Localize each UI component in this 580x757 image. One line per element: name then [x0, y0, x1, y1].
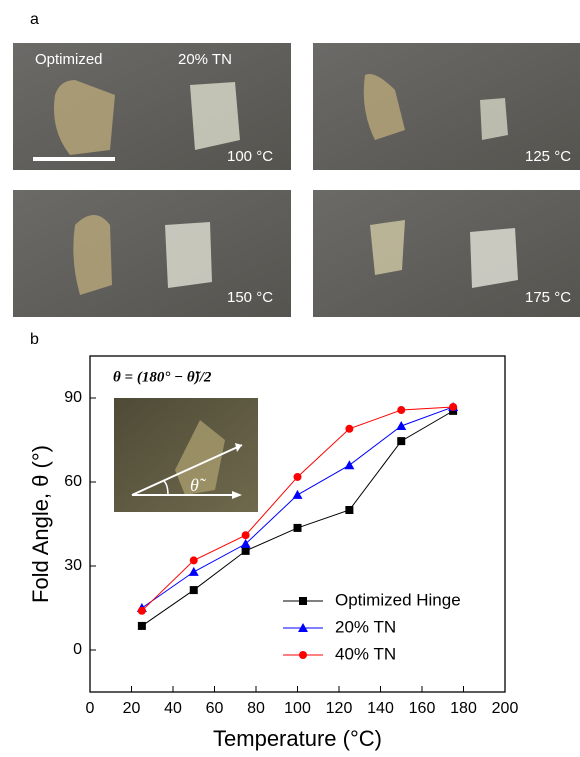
marker	[397, 406, 405, 414]
x-tick-label: 80	[247, 700, 265, 717]
page: a Optimized 20% TN 100 °C 125 °C 150 °C …	[0, 0, 580, 757]
x-tick-label: 60	[206, 700, 224, 717]
y-tick-label: 0	[73, 641, 82, 658]
x-tick-label: 0	[86, 700, 95, 717]
inset-photo	[114, 398, 258, 512]
marker	[190, 556, 198, 564]
x-tick-label: 100	[284, 700, 311, 717]
marker	[242, 531, 250, 539]
x-tick-label: 200	[492, 700, 519, 717]
marker	[242, 547, 250, 555]
x-tick-label: 160	[409, 700, 436, 717]
marker	[189, 567, 199, 576]
photo-label: 100 °C	[227, 148, 273, 165]
marker	[138, 607, 146, 615]
panel-label: b	[30, 331, 39, 348]
photo-label: 20% TN	[178, 51, 232, 68]
x-axis-label: Temperature (°C)	[213, 726, 382, 751]
marker	[293, 490, 303, 499]
marker	[294, 524, 302, 532]
marker	[345, 425, 353, 433]
marker	[344, 460, 354, 469]
marker	[449, 403, 457, 411]
marker	[299, 597, 307, 605]
x-tick-label: 180	[450, 700, 477, 717]
photo-label: Optimized	[35, 51, 103, 68]
panel-label: a	[30, 11, 39, 28]
x-tick-label: 20	[123, 700, 141, 717]
x-tick-label: 140	[367, 700, 394, 717]
marker	[190, 586, 198, 594]
y-tick-label: 30	[64, 557, 82, 574]
y-tick-label: 90	[64, 389, 82, 406]
photo-label: 175 °C	[525, 289, 571, 306]
x-tick-label: 40	[164, 700, 182, 717]
photo-label: 125 °C	[525, 148, 571, 165]
legend-label: Optimized Hinge	[335, 590, 461, 609]
marker	[396, 421, 406, 430]
photo-label: 150 °C	[227, 289, 273, 306]
legend-label: 40% TN	[335, 644, 396, 663]
marker	[294, 473, 302, 481]
marker	[138, 622, 146, 630]
figure: a Optimized 20% TN 100 °C 125 °C 150 °C …	[0, 0, 580, 757]
marker	[345, 506, 353, 514]
y-axis-label: Fold Angle, θ (°)	[28, 445, 53, 603]
y-tick-label: 60	[64, 473, 82, 490]
marker	[299, 651, 307, 659]
marker	[397, 437, 405, 445]
x-tick-label: 120	[326, 700, 353, 717]
plot: 0 20 40 60 80 100 120 140 160 180 200 0 30 60 90 Temper…	[28, 356, 519, 751]
legend-label: 20% TN	[335, 617, 396, 636]
inset-formula: θ = (180° − θ̃)/2	[113, 369, 212, 385]
